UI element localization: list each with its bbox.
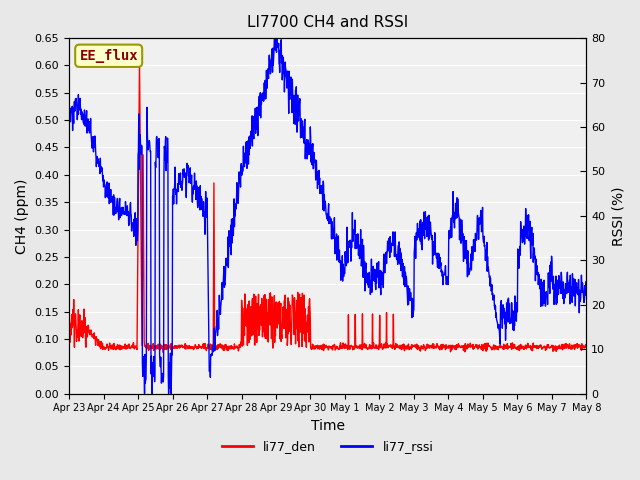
X-axis label: Time: Time: [311, 419, 345, 433]
Y-axis label: CH4 (ppm): CH4 (ppm): [15, 178, 29, 253]
Text: EE_flux: EE_flux: [79, 49, 138, 63]
Legend: li77_den, li77_rssi: li77_den, li77_rssi: [217, 435, 438, 458]
Title: LI7700 CH4 and RSSI: LI7700 CH4 and RSSI: [247, 15, 408, 30]
Y-axis label: RSSI (%): RSSI (%): [611, 186, 625, 246]
